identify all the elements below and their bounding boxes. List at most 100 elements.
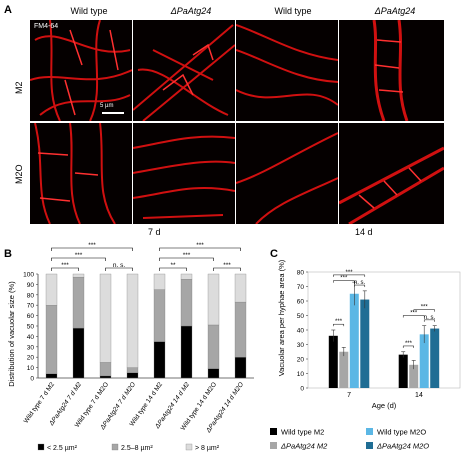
- chart-c-bar: [409, 364, 419, 388]
- chart-b-bar-segment: [180, 279, 193, 327]
- chart-c: Vacuolar area per hyphae area (%) 0 10 20 3…: [270, 259, 461, 451]
- chart-c-legend-swatch: [366, 428, 373, 435]
- chart-b-bar-segment: [126, 273, 139, 368]
- chart-c-sig-bracket: [354, 284, 366, 288]
- chart-c-ytick-label: 80: [297, 270, 305, 277]
- chart-b-bar-segment: [126, 372, 139, 379]
- chart-c-legend-label: Wild type M2O: [377, 428, 426, 437]
- chart-b-ytick-label: 70: [27, 303, 35, 310]
- chart-c-category-label: 14: [415, 392, 423, 399]
- chart-c-sig-bracket: [423, 319, 435, 322]
- chart-b-bar-segment: [99, 362, 112, 377]
- chart-b-bar-segment: [234, 301, 247, 358]
- chart-b-bar-segment: [99, 273, 112, 363]
- chart-c-legend-label: ΔPaAtg24 M2: [280, 442, 328, 451]
- chart-b-sig-bracket: [105, 267, 133, 271]
- chart-b-sig-bracket: [159, 267, 187, 271]
- scale-bar: [102, 112, 124, 114]
- col-head-mut-7d: ΔPaAtg24: [170, 6, 212, 16]
- chart-c-bar: [419, 334, 429, 388]
- chart-b-sig-bracket: [51, 247, 133, 251]
- micrograph-mut-7d-m2: [133, 20, 235, 121]
- chart-b-bar-segment: [45, 373, 58, 379]
- chart-c-sig-label: ***: [421, 305, 429, 311]
- chart-c-ytick-label: 30: [297, 342, 305, 349]
- chart-c-category-label: 7: [347, 392, 351, 399]
- chart-b-legend-label: > 8 µm²: [195, 445, 220, 452]
- chart-c-legend-label: Wild type M2: [281, 428, 324, 437]
- chart-c-ytick-label: 40: [297, 328, 305, 335]
- chart-b-ytick-label: 90: [27, 282, 35, 289]
- col-head-wt-7d: Wild type: [70, 6, 108, 16]
- chart-c-sig-bracket: [333, 280, 355, 283]
- chart-c-ylabel: Vacuolar area per hyphae area (%): [277, 259, 286, 376]
- chart-c-legend-swatch: [366, 442, 373, 449]
- chart-b-ytick-label: 0: [30, 376, 34, 383]
- chart-c-legend-swatch: [270, 442, 277, 449]
- chart-c-sig-label: ***: [346, 270, 354, 276]
- chart-c-sig-bracket: [402, 345, 414, 348]
- chart-b-bar-segment: [153, 273, 166, 290]
- chart-c-bar: [328, 335, 338, 388]
- chart-c-ytick-label: 60: [297, 299, 305, 306]
- row-label-m2: M2: [14, 81, 24, 94]
- chart-b-bar-segment: [234, 357, 247, 379]
- chart-c-bar: [430, 328, 440, 388]
- panel-b-letter: B: [4, 248, 12, 260]
- chart-b-ytick-label: 60: [27, 313, 35, 320]
- chart-b-ytick-label: 100: [23, 272, 34, 279]
- micrograph-wt-14d-m2: [236, 20, 338, 121]
- chart-b-bar-segment: [180, 273, 193, 280]
- micrograph-wt-7d-m2o: [30, 123, 132, 224]
- chart-b-bar-segment: [45, 305, 58, 374]
- chart-c-sig-label: n. s.: [354, 280, 366, 286]
- chart-b-sig-bracket: [213, 267, 241, 271]
- chart-b-ytick-label: 20: [27, 355, 35, 362]
- chart-c-bar: [349, 293, 359, 388]
- chart-b-sig-label: ***: [196, 242, 204, 249]
- col-head-wt-14d: Wild type: [274, 6, 312, 16]
- chart-b-legend-swatch: [111, 443, 119, 451]
- chart-b-sig-bracket: [51, 257, 106, 261]
- chart-b-sig-label: ***: [61, 262, 69, 269]
- chart-c-legend-swatch: [270, 428, 277, 435]
- panel-c-letter: C: [270, 248, 278, 260]
- chart-c-sig-bracket: [333, 323, 345, 327]
- chart-b-bar-segment: [153, 341, 166, 379]
- scale-bar-label: 5 µm: [100, 103, 114, 109]
- chart-c-ytick-label: 70: [297, 284, 305, 291]
- micrograph-mut-14d-m2o: [339, 123, 444, 224]
- chart-b-legend-swatch: [37, 443, 45, 451]
- micrograph-mut-7d-m2o: [133, 123, 235, 224]
- chart-c-xlabel: Age (d): [372, 401, 397, 410]
- chart-c-ytick-label: 50: [297, 313, 305, 320]
- chart-b-bar-segment: [153, 289, 166, 342]
- chart-b-legend-swatch: [185, 443, 193, 451]
- day-label-14d: 14 d: [355, 227, 373, 237]
- chart-c-legend-label: ΔPaAtg24 M2O: [376, 442, 429, 451]
- chart-b-bar-segment: [180, 325, 193, 379]
- chart-c-ytick-label: 20: [297, 357, 305, 364]
- panel-a-letter: A: [4, 4, 12, 16]
- chart-c-sig-label: ***: [335, 319, 343, 325]
- chart-c-sig-label: ***: [340, 276, 348, 282]
- chart-c-bar: [339, 351, 349, 388]
- chart-b-bar-segment: [45, 273, 58, 306]
- chart-b-sig-label: ***: [223, 262, 231, 269]
- chart-b-sig-label: ***: [75, 252, 83, 259]
- micrograph-mut-14d-m2: [339, 20, 444, 121]
- chart-b-ytick-label: 40: [27, 334, 35, 341]
- chart-c-ytick-label: 0: [300, 386, 304, 393]
- chart-c-sig-label: ***: [405, 341, 413, 347]
- chart-b-bar-segment: [126, 367, 139, 373]
- chart-b-ytick-label: 10: [27, 365, 35, 372]
- chart-b-bar-segment: [234, 273, 247, 303]
- chart-b: Distribution of vacuolar size (%) 0 10 20 3…: [7, 242, 254, 452]
- stain-label: FM4-64: [34, 23, 59, 30]
- chart-b-ytick-label: 30: [27, 344, 35, 351]
- chart-b-legend-label: < 2.5 µm²: [47, 445, 78, 452]
- row-label-m2o: M2O: [14, 164, 24, 184]
- chart-c-sig-bracket: [413, 309, 435, 312]
- chart-b-legend-label: 2.5–8 µm²: [121, 445, 153, 452]
- col-head-mut-14d: ΔPaAtg24: [374, 6, 416, 16]
